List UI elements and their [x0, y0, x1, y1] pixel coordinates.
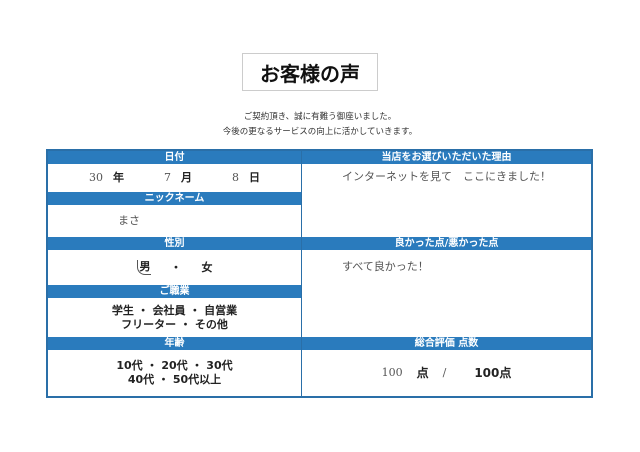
occupation-field: 学生 ・ 会社員 ・ 自営業 フリーター ・ その他	[48, 298, 301, 337]
age-header: 年齢	[48, 337, 301, 350]
feedback-field: すべて良かった！	[302, 250, 591, 347]
month-label: 月	[181, 171, 192, 184]
occupation-line-2: フリーター ・ その他	[121, 317, 228, 331]
date-field: 30 年 7 月 8 日	[48, 164, 301, 192]
reason-field: インターネットを見て ここにきました！	[302, 164, 591, 243]
day-value: 8	[232, 171, 239, 184]
age-line-2: 40代 ・ 50代以上	[127, 373, 222, 386]
occupation-header: ご職業	[48, 285, 301, 298]
age-line-1: 10代 ・ 20代 ・ 30代	[116, 359, 233, 372]
intro-line-1: ご契約頂き、誠に有難う御座いました。	[243, 112, 397, 122]
score-max: 100点	[474, 366, 512, 380]
age-field: 10代 ・ 20代 ・ 30代 40代 ・ 50代以上	[48, 350, 301, 396]
gender-option-male: 男	[136, 260, 151, 275]
reason-value: インターネットを見て ここにきました！	[342, 170, 551, 183]
gender-option-female: 女	[201, 260, 213, 274]
nickname-field: まさ	[48, 205, 301, 237]
score-separator: /	[442, 366, 447, 379]
column-divider	[301, 151, 302, 396]
day-label: 日	[249, 171, 260, 184]
year-label: 年	[113, 171, 124, 184]
page-title: お客様の声	[242, 53, 378, 91]
feedback-value: すべて良かった！	[342, 260, 429, 273]
score-unit: 点	[416, 366, 429, 380]
score-value: 100	[381, 366, 403, 379]
score-header: 総合評価 点数	[302, 337, 591, 350]
nickname-value: まさ	[118, 214, 140, 227]
reason-header: 当店をお選びいただいた理由	[302, 151, 591, 164]
gender-field: 男 ・ 女	[48, 250, 301, 285]
separator: ・	[170, 260, 182, 274]
feedback-form: 日付 30 年 7 月 8 日 ニックネーム まさ 性別 男 ・ 女 ご職業 学…	[46, 149, 593, 398]
occupation-line-1: 学生 ・ 会社員 ・ 自営業	[111, 303, 238, 317]
year-value: 30	[89, 171, 103, 184]
nickname-header: ニックネーム	[48, 192, 301, 205]
score-field: 100 点 / 100点	[302, 350, 591, 396]
feedback-header: 良かった点/悪かった点	[302, 237, 591, 250]
gender-header: 性別	[48, 237, 301, 250]
date-header: 日付	[48, 151, 301, 164]
intro-line-2: 今後の更なるサービスの向上に活かしていきます。	[222, 127, 418, 137]
right-column: 当店をお選びいただいた理由 インターネットを見て ここにきました！ 良かった点/…	[302, 151, 591, 396]
month-value: 7	[164, 171, 171, 184]
left-column: 日付 30 年 7 月 8 日 ニックネーム まさ 性別 男 ・ 女 ご職業 学…	[48, 151, 301, 396]
